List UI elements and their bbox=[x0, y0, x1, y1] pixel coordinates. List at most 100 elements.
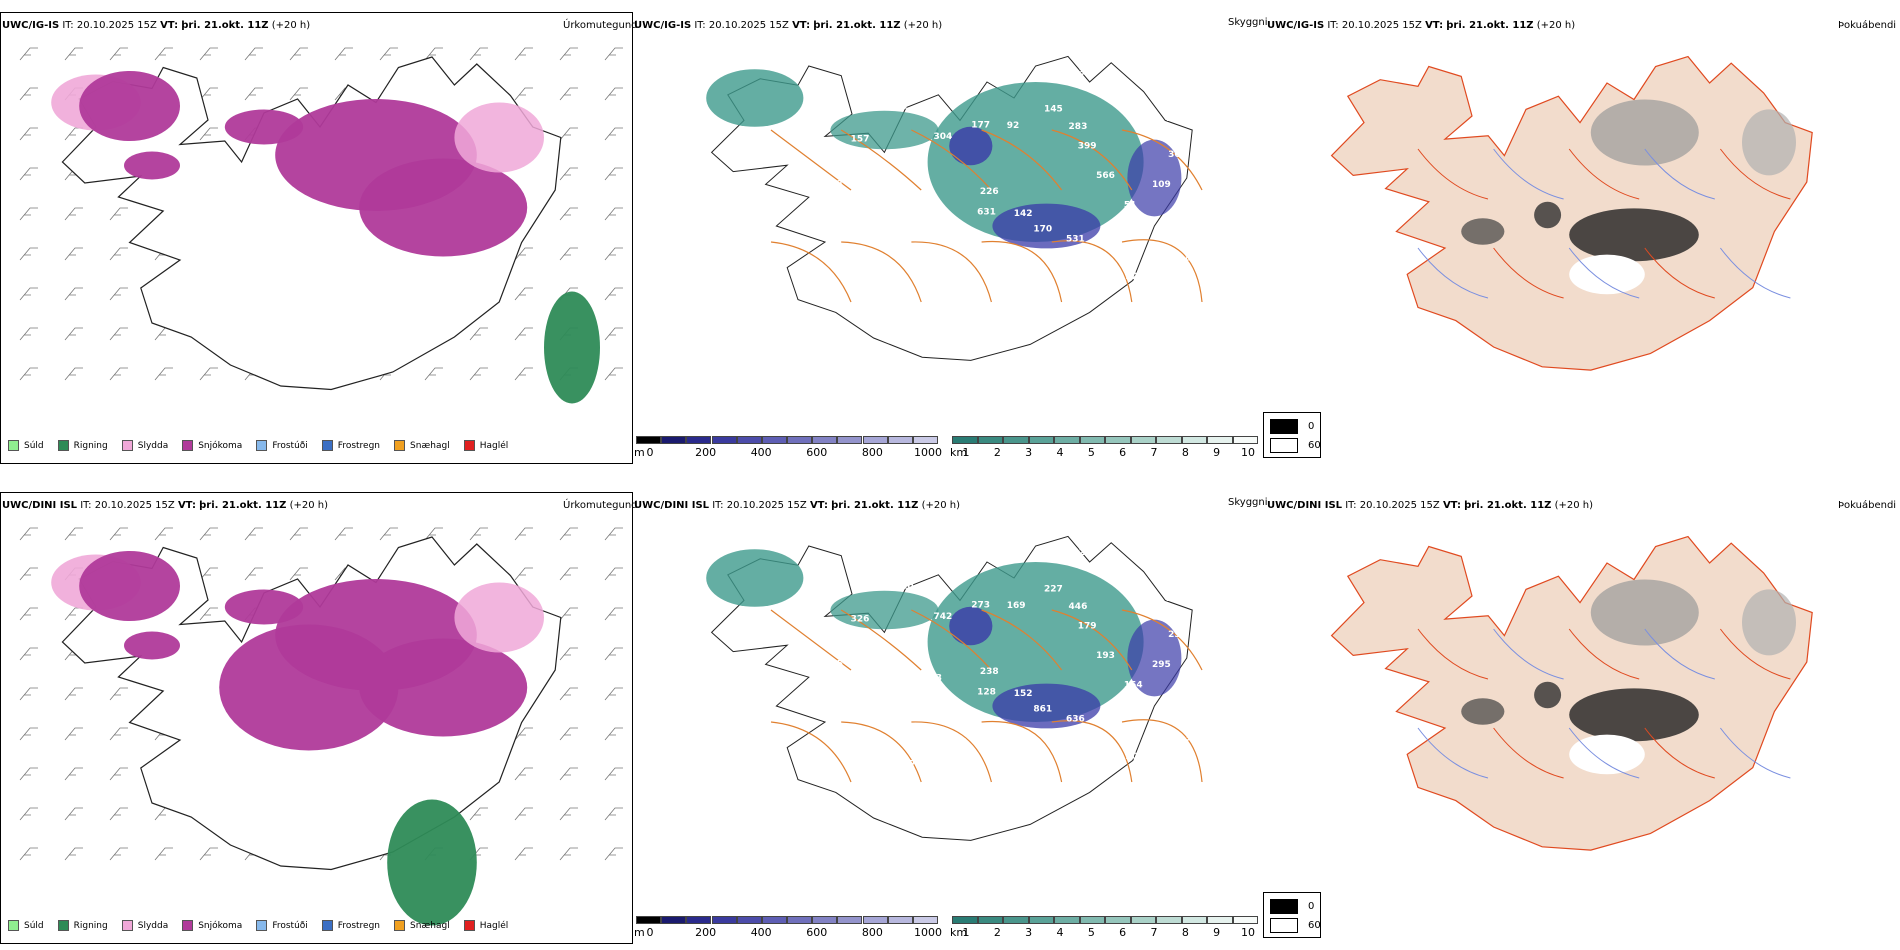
row1-fog-model: UWC/IG-IS bbox=[1267, 20, 1325, 31]
height-bar-cell bbox=[711, 436, 737, 444]
legend-item-5: Frostregn bbox=[321, 920, 380, 931]
row2-precip-legend: Súld Rigning Slydda Snjókoma Frostúði Frostre… bbox=[8, 920, 508, 931]
legend-swatch bbox=[394, 920, 406, 931]
wind-barb-icon bbox=[514, 767, 533, 781]
wind-barb-icon bbox=[109, 207, 128, 221]
wind-barb-icon bbox=[64, 527, 83, 541]
road-line bbox=[1644, 247, 1715, 299]
row2-fog-vt-label: VT: bbox=[1442, 500, 1461, 511]
legend-swatch bbox=[8, 440, 19, 451]
row2-fog-lead: (+20 h) bbox=[1554, 500, 1594, 511]
visibility-value-label: 262 bbox=[1066, 548, 1085, 558]
row1-it-label: IT: bbox=[62, 20, 74, 31]
row2-it: 20.10.2025 15Z bbox=[94, 500, 175, 511]
vis-bar-tick: 6 bbox=[1119, 446, 1127, 459]
wind-barb-icon bbox=[604, 47, 623, 61]
visibility-value-label: 295 bbox=[1152, 660, 1171, 670]
road-line bbox=[1568, 148, 1640, 200]
vis-bar-unit: km bbox=[950, 926, 968, 939]
road-line bbox=[840, 609, 922, 671]
wind-barb-icon bbox=[514, 367, 533, 381]
wind-barb-icon bbox=[604, 207, 623, 221]
row1-it: 20.10.2025 15Z bbox=[76, 20, 157, 31]
wind-barb-icon bbox=[604, 847, 623, 861]
wind-barb-icon bbox=[109, 367, 128, 381]
visibility-value-label: 177 bbox=[971, 121, 990, 131]
road-line bbox=[1051, 240, 1133, 303]
wind-barb-icon bbox=[244, 527, 263, 541]
visibility-value-label: 870 bbox=[1185, 254, 1204, 264]
visibility-value-label: 330 bbox=[902, 635, 921, 645]
visibility-value-label: 193 bbox=[1096, 651, 1115, 661]
wind-barb-icon bbox=[559, 527, 578, 541]
wind-barb-icon bbox=[559, 567, 578, 581]
visibility-value-label: 208 bbox=[1126, 752, 1145, 762]
row1-fog-it-label: IT: bbox=[1327, 20, 1339, 31]
legend-label: Snjókoma bbox=[198, 440, 243, 451]
low-cloud-base-area bbox=[992, 203, 1101, 249]
wind-barb-icon bbox=[64, 607, 83, 621]
legend-item-1: Rigning bbox=[57, 440, 108, 451]
wind-barb-icon bbox=[109, 47, 128, 61]
road-line bbox=[1121, 719, 1203, 783]
row1-fog-title: Þokuábendi bbox=[1838, 20, 1897, 31]
legend-label: Slydda bbox=[137, 440, 169, 451]
wind-barb-icon bbox=[604, 767, 623, 781]
wind-barb-icon bbox=[109, 327, 128, 341]
road-line bbox=[1121, 609, 1203, 671]
height-bar-cell bbox=[912, 916, 938, 924]
visibility-value-label: 104 bbox=[926, 225, 945, 235]
height-bar-tick: 800 bbox=[861, 446, 883, 459]
wind-barb-icon bbox=[334, 527, 353, 541]
low-visibility-area bbox=[830, 110, 939, 150]
legend-item-7: Haglél bbox=[463, 440, 508, 451]
glacier-white-area bbox=[1569, 734, 1645, 775]
row1-cloud-model: UWC/IG-IS bbox=[634, 20, 692, 31]
visibility-value-label: 636 bbox=[1066, 714, 1085, 724]
height-bar-unit: m bbox=[634, 926, 645, 939]
wind-barb-icon bbox=[19, 847, 38, 861]
visibility-value-label: 161 bbox=[946, 56, 965, 66]
river-line bbox=[1417, 727, 1489, 779]
vis-bar-tick: 5 bbox=[1087, 926, 1095, 939]
height-bar-tick: 400 bbox=[750, 446, 772, 459]
wind-barb-icon bbox=[604, 647, 623, 661]
wind-barb-icon bbox=[244, 47, 263, 61]
wind-barb-icon bbox=[19, 87, 38, 101]
row1-maps: 566 631 145 108 141 124 889 161 176 226 283 531 304 3… bbox=[19, 47, 1813, 404]
visibility-value-label: 124 bbox=[1166, 114, 1185, 124]
legend-swatch bbox=[321, 440, 333, 451]
height-bar-cell bbox=[736, 916, 762, 924]
rain-area bbox=[387, 799, 477, 926]
row2-it-label: IT: bbox=[80, 500, 92, 511]
legend-label: Snjókoma bbox=[198, 920, 243, 931]
vis-bar-tick: 1 bbox=[962, 926, 970, 939]
row2-cloud-lead: (+20 h) bbox=[921, 500, 961, 511]
row2-cloud-title: Skyggni bbox=[1228, 497, 1268, 508]
height-bar-cell bbox=[711, 916, 737, 924]
row1-cloud-it: 20.10.2025 15Z bbox=[708, 20, 789, 31]
row1-fog-header: UWC/IG-IS IT: 20.10.2025 15Z VT: þri. 21… bbox=[1267, 20, 1575, 31]
river-line bbox=[1720, 727, 1791, 779]
low-visibility-area bbox=[706, 69, 804, 127]
wind-barb-icon bbox=[109, 847, 128, 861]
wind-barb-icon bbox=[604, 327, 623, 341]
wind-barb-icon bbox=[199, 847, 218, 861]
height-bar-tick: 1000 bbox=[914, 926, 942, 939]
height-bar-cell bbox=[887, 436, 913, 444]
wind-barb-icon bbox=[379, 47, 398, 61]
row1-colorbars: m 0 200 400 600 800 1000 km 1 2 3 4 5 6 7 8 9 10 bbox=[632, 436, 1258, 460]
visibility-value-label: 246 bbox=[1107, 714, 1126, 724]
wind-barb-icon bbox=[424, 527, 443, 541]
snow-area bbox=[124, 151, 180, 180]
legend-item-3: Snjókoma bbox=[182, 920, 242, 931]
river-line bbox=[1568, 247, 1640, 299]
wind-barb-icon bbox=[514, 327, 533, 341]
glacier-white-area bbox=[1569, 254, 1645, 295]
visibility-value-label: 326 bbox=[851, 614, 870, 624]
height-bar-tick: 800 bbox=[861, 926, 883, 939]
wind-barb-icon bbox=[604, 287, 623, 301]
visibility-value-label: 38 bbox=[923, 193, 936, 203]
visibility-value-label: 338 bbox=[1185, 734, 1204, 744]
wind-barb-icon bbox=[604, 727, 623, 741]
